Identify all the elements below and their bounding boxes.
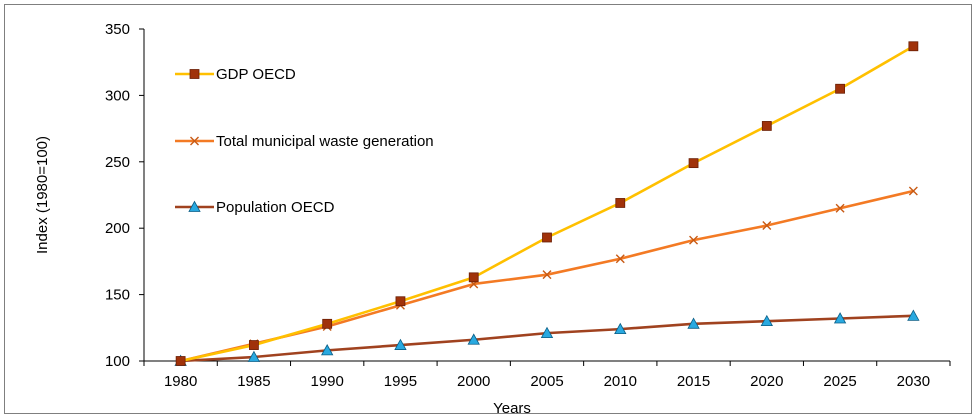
data-point-marker (321, 344, 334, 356)
data-point-marker (761, 121, 772, 131)
series-line (180, 314, 914, 363)
legend-marker (190, 136, 199, 146)
data-point-marker (615, 198, 626, 208)
data-point-marker-stroke (908, 186, 918, 196)
data-point-marker (908, 41, 919, 52)
data-point-marker (907, 309, 920, 321)
legend-item: Total municipal waste generation (175, 133, 434, 150)
data-point-marker (833, 312, 847, 324)
legend-label: Total municipal waste generation (216, 133, 434, 150)
x-tick-label: 2015 (677, 373, 710, 390)
data-point-marker (835, 83, 845, 94)
y-axis-title: Index (1980=100) (34, 136, 51, 254)
x-tick-label: 2010 (604, 373, 637, 390)
data-point-marker-stroke (835, 203, 845, 213)
data-point-marker (908, 186, 918, 196)
x-tick-label: 2000 (457, 373, 490, 390)
x-tick-label: 2030 (897, 373, 930, 390)
data-point-marker (760, 314, 773, 327)
data-point-marker-stroke (542, 270, 552, 280)
data-point-marker (542, 270, 552, 280)
data-point-marker (175, 356, 186, 366)
chart-frame (4, 4, 972, 414)
x-tick-label: 2020 (750, 373, 783, 390)
data-point-marker (762, 221, 772, 231)
data-point-marker (467, 333, 480, 345)
data-point-marker-stroke (615, 254, 625, 264)
y-tick-label: 200 (105, 220, 130, 237)
legend-item: GDP OECD (175, 66, 296, 83)
data-point-marker (688, 158, 699, 169)
legend-label: Population OECD (216, 199, 335, 216)
x-tick-label: 1985 (237, 373, 270, 390)
y-tick-label: 350 (105, 21, 130, 38)
data-point-marker (540, 326, 554, 339)
data-point-marker (689, 235, 699, 245)
data-point-marker (615, 254, 625, 264)
data-point-marker (247, 350, 261, 362)
data-point-marker (542, 232, 552, 243)
data-point-marker (835, 203, 845, 213)
legend-marker-stroke (190, 136, 199, 146)
data-point-marker (614, 322, 627, 335)
x-tick-label: 2005 (530, 373, 563, 390)
series-population-oecd (174, 309, 920, 366)
legend-label: GDP OECD (216, 66, 296, 83)
y-tick-label: 250 (105, 154, 130, 171)
series-layer (174, 41, 920, 366)
data-point-marker (249, 340, 259, 350)
data-point-marker-stroke (689, 235, 699, 245)
data-point-marker (322, 318, 333, 329)
data-point-marker (468, 272, 479, 283)
series-gdp-oecd (175, 41, 919, 366)
legend-item: Population OECD (175, 199, 335, 216)
data-point-marker (395, 296, 406, 307)
y-tick-label: 300 (105, 87, 130, 104)
x-tick-label: 2025 (823, 373, 856, 390)
x-tick-label: 1995 (384, 373, 417, 390)
x-axis-title: Years (493, 400, 531, 417)
legend-marker (189, 69, 200, 79)
data-point-marker (687, 317, 700, 329)
axes: 100 150 200 250 300 350 1980 1985 1990 1995 2000 20… (105, 21, 951, 390)
x-tick-label: 1990 (310, 373, 343, 390)
y-tick-label: 100 (105, 353, 130, 370)
data-point-marker-stroke (762, 221, 772, 231)
legend-marker (188, 200, 201, 212)
data-point-marker (394, 338, 407, 350)
y-tick-label: 150 (105, 287, 130, 304)
legend: GDP OECD Total municipal waste generation… (175, 66, 434, 216)
x-tick-label: 1980 (164, 373, 197, 390)
